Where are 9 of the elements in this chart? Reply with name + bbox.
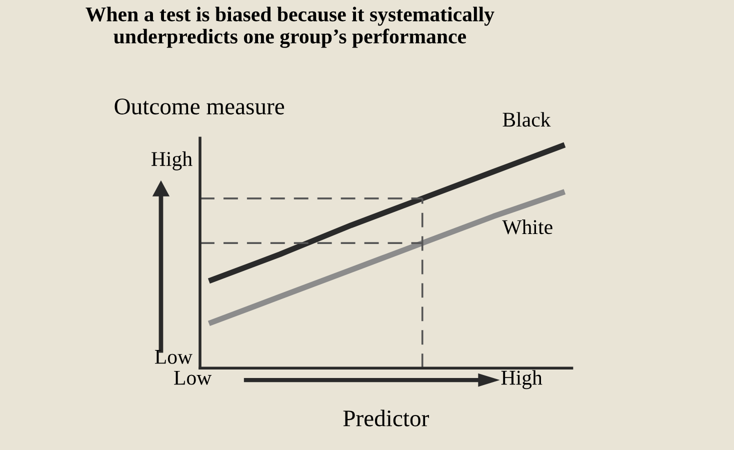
series-label: White bbox=[502, 220, 552, 234]
text: High bbox=[501, 370, 542, 390]
text: Low bbox=[174, 370, 212, 385]
chart-title: When a test is biased because it systematically underpredicts one group’s performance bbox=[86, 6, 494, 48]
text: Low bbox=[154, 350, 192, 364]
text: High bbox=[152, 151, 192, 170]
series-label: Black bbox=[502, 112, 551, 127]
y-axis-title: Outcome measure bbox=[114, 98, 284, 114]
x-axis-title: Predictor bbox=[343, 410, 429, 426]
